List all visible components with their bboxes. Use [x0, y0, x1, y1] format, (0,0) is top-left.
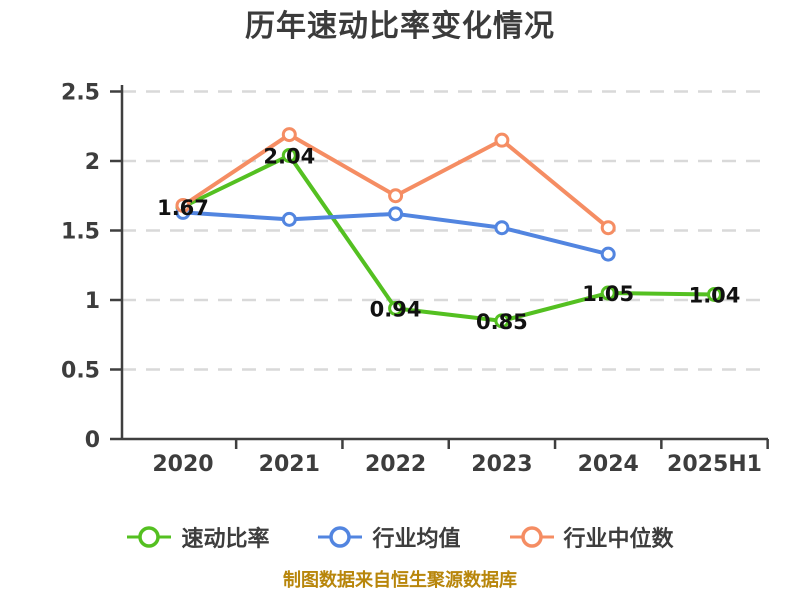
svg-text:2023: 2023 — [471, 452, 532, 477]
svg-text:1.67: 1.67 — [157, 196, 209, 220]
legend-item-industry-average: 行业均值 — [317, 521, 461, 553]
legend-label-quick-ratio: 速动比率 — [181, 527, 270, 552]
data-source-note: 制图数据来自恒生聚源数据库 — [283, 570, 517, 591]
legend-item-quick-ratio: 速动比率 — [126, 521, 269, 553]
svg-text:1.5: 1.5 — [61, 220, 100, 245]
svg-text:1.04: 1.04 — [689, 283, 741, 307]
svg-text:0.5: 0.5 — [61, 359, 100, 384]
svg-text:2021: 2021 — [259, 452, 320, 477]
legend-label-industry-median: 行业中位数 — [563, 527, 674, 552]
quick-ratio-line-chart: 0 0.5 1 1.5 2 2.5 2020 2021 2022 2023 2024 2025H1 1.… — [61, 81, 769, 477]
svg-text:2020: 2020 — [152, 452, 213, 477]
svg-text:2025H1: 2025H1 — [667, 452, 762, 477]
svg-text:2: 2 — [85, 150, 100, 175]
svg-text:2.5: 2.5 — [61, 81, 100, 106]
legend-item-industry-median: 行业中位数 — [509, 521, 674, 553]
svg-text:2.04: 2.04 — [263, 144, 315, 168]
chart-title: 历年速动比率变化情况 — [245, 9, 555, 44]
svg-text:0: 0 — [85, 428, 100, 453]
industry-average-legend-marker-icon — [318, 526, 363, 548]
svg-text:1.05: 1.05 — [582, 282, 634, 306]
svg-text:0.94: 0.94 — [370, 297, 422, 321]
quick-ratio-legend-marker-icon — [127, 526, 172, 548]
svg-text:2022: 2022 — [365, 452, 426, 477]
legend-label-industry-average: 行业均值 — [372, 527, 461, 552]
industry-median-legend-marker-icon — [509, 526, 554, 548]
svg-text:1: 1 — [85, 289, 100, 314]
svg-text:0.85: 0.85 — [476, 310, 528, 334]
svg-text:2024: 2024 — [578, 452, 639, 477]
chart-legend: 速动比率 行业均值 行业中位数 — [0, 520, 800, 554]
